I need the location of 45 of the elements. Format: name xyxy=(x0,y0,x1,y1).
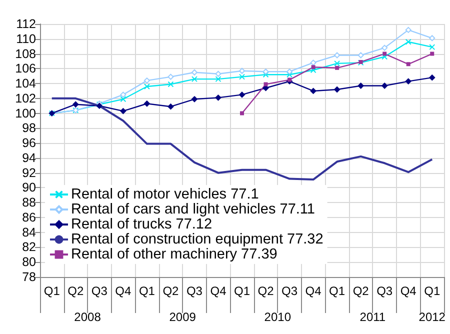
y-tick-label: 102 xyxy=(15,91,36,106)
y-tick-label: 94 xyxy=(22,150,36,165)
x-tick-label: Q2 xyxy=(68,284,84,298)
x-tick-label: Q2 xyxy=(258,284,274,298)
y-tick-label: 92 xyxy=(22,166,36,180)
x-tick-label: Q4 xyxy=(305,284,322,298)
y-tick-label: 84 xyxy=(22,225,36,240)
x-tick-label: Q4 xyxy=(115,284,132,298)
x-tick-label: Q3 xyxy=(376,284,393,298)
x-tick-label: Q3 xyxy=(186,284,203,298)
y-tick-label: 80 xyxy=(22,255,36,270)
y-tick-label: 88 xyxy=(22,196,36,210)
x-tick-label: Q1 xyxy=(329,284,346,298)
y-tick-label: 110 xyxy=(16,32,36,46)
y-tick-label: 108 xyxy=(15,46,36,61)
text: 2008 xyxy=(74,310,102,324)
x-tick-label: Q4 xyxy=(210,284,227,298)
y-tick-label: 86 xyxy=(22,210,36,224)
y-tick-label: 82 xyxy=(22,240,36,254)
text: 2012 xyxy=(418,310,446,324)
x-tick-label: Q1 xyxy=(44,284,60,298)
text: 2011 xyxy=(360,310,386,324)
text: 2010 xyxy=(264,310,292,324)
x-tick-label: Q3 xyxy=(91,284,108,298)
y-tick-label: 106 xyxy=(15,62,36,76)
x-tick-label: Q2 xyxy=(352,284,370,298)
x-tick-label: Q1 xyxy=(424,284,440,298)
legend-label: Rental of trucks 77.12 xyxy=(71,216,212,232)
x-tick-label: Q4 xyxy=(400,284,417,298)
legend-label: Rental of construction equipment 77.32 xyxy=(71,232,324,248)
x-tick-label: Q1 xyxy=(234,284,250,298)
legend-label: Rental of other machinery 77.39 xyxy=(71,246,278,262)
legend-label: Rental of cars and light vehicles 77.11 xyxy=(71,202,315,218)
y-tick-label: 90 xyxy=(22,180,36,195)
y-tick-label: 96 xyxy=(22,136,36,150)
text: 2009 xyxy=(169,310,196,324)
y-tick-label: 78 xyxy=(22,270,36,284)
x-tick-label: Q2 xyxy=(162,284,180,298)
x-tick-label: Q3 xyxy=(282,284,298,298)
y-tick-label: 100 xyxy=(15,106,36,120)
y-tick-label: 112 xyxy=(16,17,36,31)
x-tick-label: Q1 xyxy=(138,284,156,298)
y-tick-label: 98 xyxy=(22,121,36,136)
legend-label: Rental of motor vehicles 77.1 xyxy=(71,186,259,202)
y-tick-label: 104 xyxy=(15,76,36,91)
